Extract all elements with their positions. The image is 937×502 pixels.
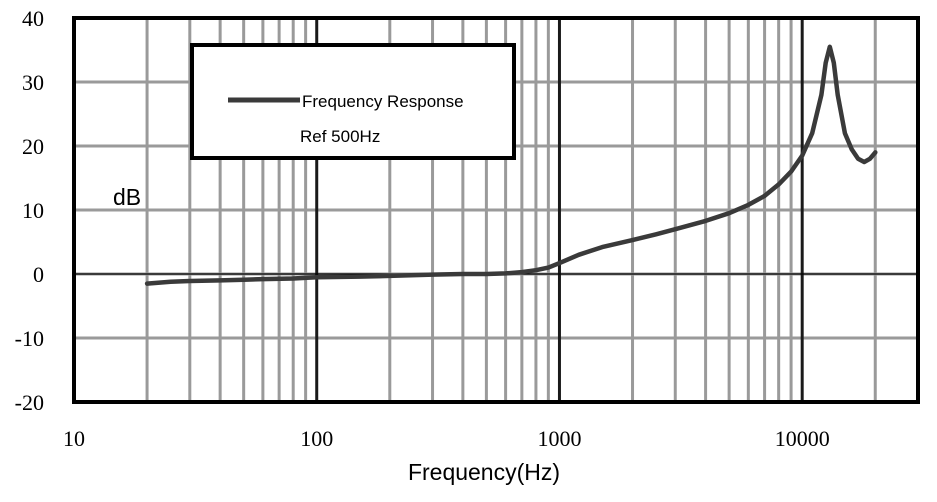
y-tick-label: 0 [33,262,44,287]
legend-entry-frequency-response: Frequency Response [302,92,464,111]
y-axis-title: dB [113,184,141,210]
x-tick-label: 10 [63,426,85,451]
plot-frame [72,16,920,404]
legend: Frequency Response Ref 500Hz [190,43,516,160]
frequency-response-line [144,44,878,286]
y-tick-label: 30 [22,70,44,95]
y-tick-label: 40 [22,6,44,31]
y-tick-label: -20 [15,390,44,415]
x-tick-label: 10000 [775,426,830,451]
x-axis-title: Frequency(Hz) [408,459,560,485]
y-tick-label: 10 [22,198,44,223]
y-tick-label: 20 [22,134,44,159]
y-tick-label: -10 [15,326,44,351]
legend-entry-ref: Ref 500Hz [300,127,380,146]
x-tick-label: 1000 [537,426,581,451]
x-tick-label: 100 [300,426,333,451]
y-tick-labels: -20 -10 0 10 20 30 40 [15,6,44,415]
x-tick-labels: 10 100 1000 10000 [63,426,830,451]
